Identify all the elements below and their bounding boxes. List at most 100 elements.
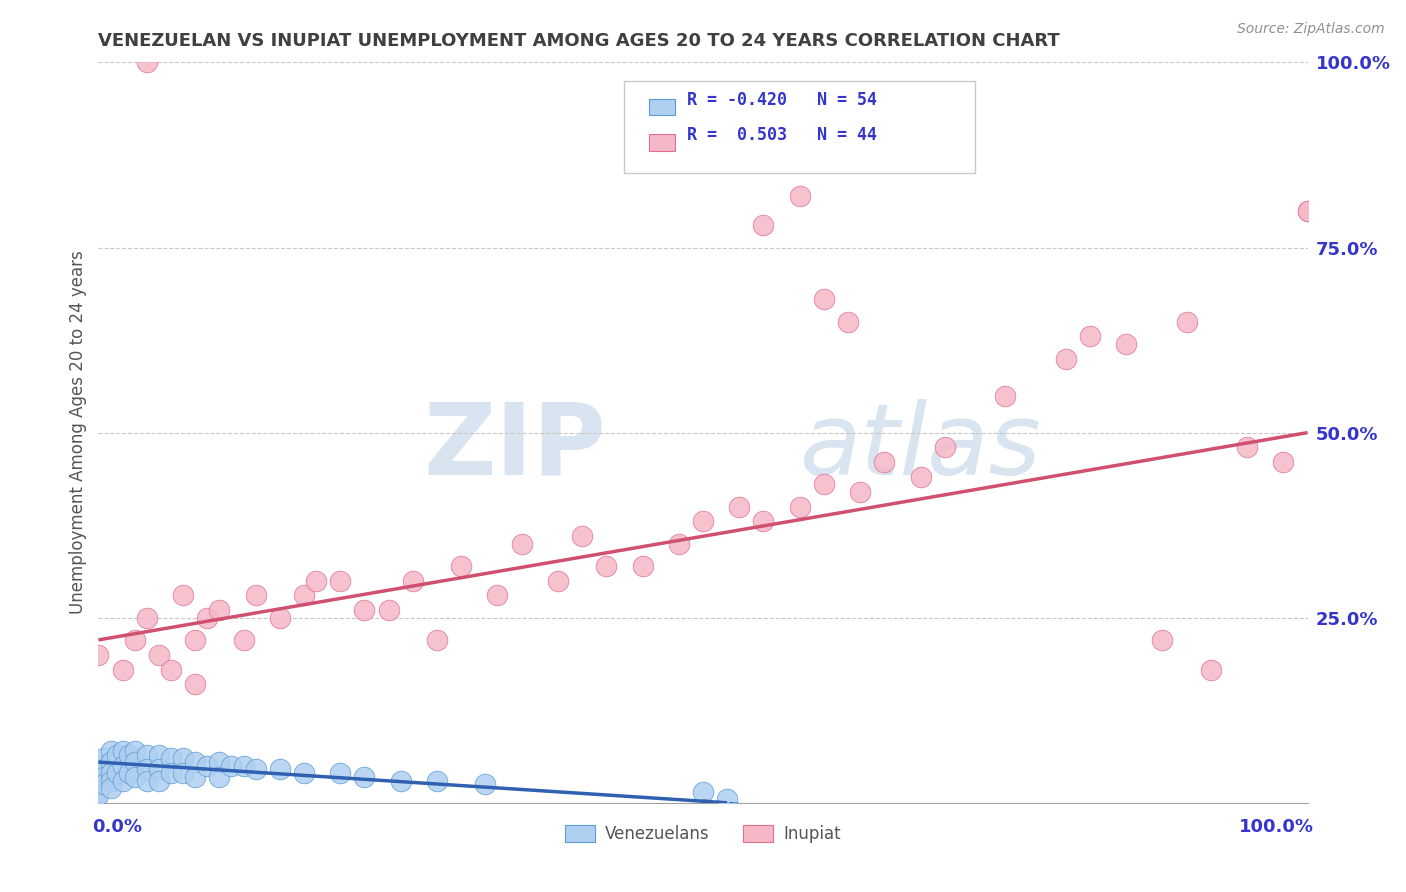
- Point: [813, 293, 835, 307]
- Point: [269, 763, 291, 777]
- Point: [232, 632, 254, 647]
- Point: [232, 758, 254, 772]
- Point: [100, 755, 122, 769]
- Point: [1272, 455, 1295, 469]
- Legend: Venezuelans, Inupiat: Venezuelans, Inupiat: [558, 819, 848, 850]
- Point: [135, 610, 157, 624]
- Point: [135, 763, 157, 777]
- Point: [100, 744, 122, 758]
- Point: [474, 777, 496, 791]
- Point: [1296, 203, 1319, 218]
- Point: [1199, 663, 1222, 677]
- Point: [184, 755, 207, 769]
- FancyBboxPatch shape: [624, 81, 976, 173]
- Point: [87, 789, 110, 803]
- Point: [1236, 441, 1258, 455]
- Point: [87, 777, 110, 791]
- Point: [135, 773, 157, 788]
- Point: [752, 515, 775, 529]
- Point: [1175, 314, 1198, 328]
- Point: [87, 648, 110, 662]
- Point: [329, 574, 352, 588]
- Text: 0.0%: 0.0%: [93, 819, 142, 837]
- Point: [389, 773, 412, 788]
- Point: [716, 792, 738, 806]
- Point: [510, 536, 533, 550]
- Point: [124, 632, 146, 647]
- Point: [292, 766, 315, 780]
- Point: [93, 751, 115, 765]
- Point: [728, 500, 751, 514]
- Point: [631, 558, 654, 573]
- Point: [184, 770, 207, 784]
- Point: [195, 758, 218, 772]
- Point: [208, 770, 231, 784]
- Point: [221, 758, 243, 772]
- Point: [245, 763, 267, 777]
- Point: [124, 744, 146, 758]
- Point: [910, 470, 932, 484]
- Text: atlas: atlas: [800, 399, 1042, 496]
- Point: [450, 558, 472, 573]
- Point: [595, 558, 617, 573]
- Point: [93, 770, 115, 784]
- Point: [105, 747, 128, 762]
- Point: [994, 388, 1017, 402]
- Point: [172, 589, 194, 603]
- Point: [148, 648, 170, 662]
- Point: [124, 770, 146, 784]
- Bar: [648, 135, 675, 151]
- Point: [87, 773, 110, 788]
- Point: [329, 766, 352, 780]
- Point: [426, 632, 449, 647]
- Point: [124, 755, 146, 769]
- Point: [148, 763, 170, 777]
- Point: [135, 747, 157, 762]
- Point: [87, 785, 110, 799]
- Point: [547, 574, 569, 588]
- Point: [172, 766, 194, 780]
- Point: [111, 744, 134, 758]
- Point: [668, 536, 690, 550]
- Point: [208, 755, 231, 769]
- Text: R = -0.420   N = 54: R = -0.420 N = 54: [688, 91, 877, 109]
- Point: [172, 751, 194, 765]
- Point: [305, 574, 328, 588]
- Point: [571, 529, 593, 543]
- Y-axis label: Unemployment Among Ages 20 to 24 years: Unemployment Among Ages 20 to 24 years: [69, 251, 87, 615]
- Text: R =  0.503   N = 44: R = 0.503 N = 44: [688, 126, 877, 145]
- Point: [160, 751, 183, 765]
- Point: [813, 477, 835, 491]
- Point: [184, 677, 207, 691]
- Bar: [648, 99, 675, 115]
- Text: 100.0%: 100.0%: [1239, 819, 1313, 837]
- Point: [87, 770, 110, 784]
- Point: [100, 766, 122, 780]
- Point: [789, 500, 811, 514]
- Point: [269, 610, 291, 624]
- Point: [111, 773, 134, 788]
- Point: [873, 455, 896, 469]
- Point: [111, 663, 134, 677]
- Point: [377, 603, 399, 617]
- Point: [934, 441, 956, 455]
- Point: [87, 780, 110, 795]
- Point: [752, 219, 775, 233]
- Point: [1054, 351, 1077, 366]
- Point: [93, 777, 115, 791]
- Point: [148, 773, 170, 788]
- Point: [1115, 336, 1137, 351]
- Point: [1296, 203, 1319, 218]
- Point: [105, 766, 128, 780]
- Point: [118, 766, 141, 780]
- Point: [184, 632, 207, 647]
- Point: [100, 773, 122, 788]
- Point: [160, 766, 183, 780]
- Point: [692, 515, 714, 529]
- Point: [87, 758, 110, 772]
- Text: VENEZUELAN VS INUPIAT UNEMPLOYMENT AMONG AGES 20 TO 24 YEARS CORRELATION CHART: VENEZUELAN VS INUPIAT UNEMPLOYMENT AMONG…: [98, 32, 1060, 50]
- Point: [208, 603, 231, 617]
- Point: [87, 766, 110, 780]
- Point: [849, 484, 872, 499]
- Point: [426, 773, 449, 788]
